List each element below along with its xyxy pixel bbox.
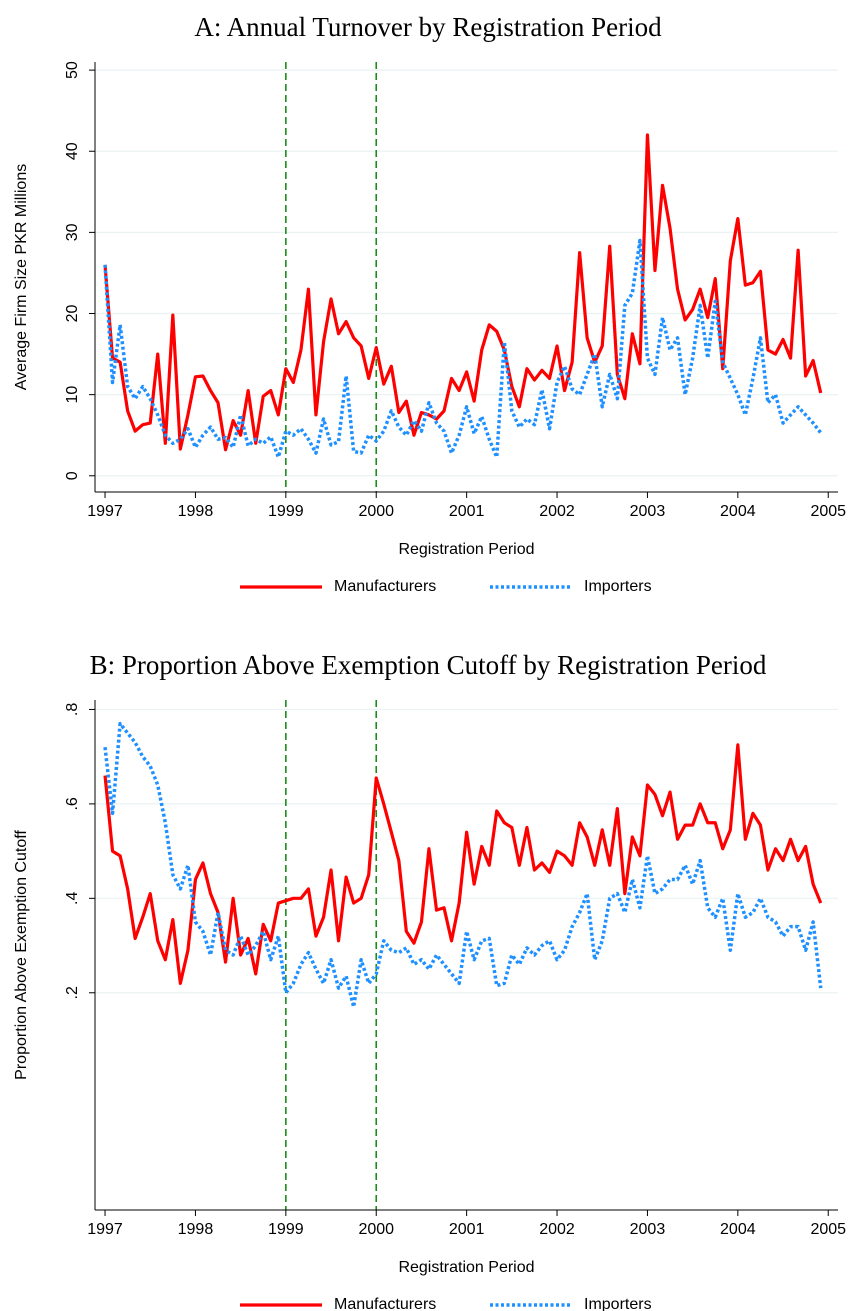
y-tick-label: .2 [64,986,81,999]
x-tick-label: 2003 [630,503,666,520]
x-tick-label: 2000 [358,1221,394,1238]
y-tick-label: 20 [64,305,81,323]
x-axis-title: Registration Period [398,1259,534,1276]
legend-label: Importers [584,1296,652,1311]
x-tick-label: 2003 [630,1221,666,1238]
x-tick-label: 1997 [87,1221,123,1238]
y-tick-label: 0 [64,471,81,480]
y-tick-label: .4 [64,892,81,905]
x-tick-label: 1998 [178,1221,214,1238]
x-tick-label: 2000 [358,503,394,520]
y-tick-label: 30 [64,223,81,241]
x-tick-label: 2002 [539,503,575,520]
y-axis-title: Proportion Above Exemption Cutoff [13,830,30,1080]
x-tick-label: 2004 [720,503,756,520]
y-tick-label: 50 [64,61,81,79]
y-tick-label: 10 [64,386,81,404]
chart-title: B: Proportion Above Exemption Cutoff by … [90,650,767,680]
series-line [103,721,823,1009]
x-tick-label: 1999 [268,503,304,520]
x-tick-label: 1999 [268,1221,304,1238]
series-line [103,133,823,452]
x-axis-title: Registration Period [398,541,534,558]
y-tick-label: .6 [64,797,81,810]
legend-label: Importers [584,578,652,595]
chart-title: A: Annual Turnover by Registration Perio… [194,12,662,42]
legend-label: Manufacturers [334,1296,436,1311]
legend-label: Manufacturers [334,578,436,595]
x-tick-label: 2001 [449,1221,485,1238]
series-line [103,743,823,985]
x-tick-label: 2002 [539,1221,575,1238]
x-tick-label: 2005 [810,503,846,520]
series-line [103,238,823,459]
x-tick-label: 2004 [720,1221,756,1238]
y-tick-label: .8 [64,703,81,716]
x-tick-label: 2005 [810,1221,846,1238]
y-tick-label: 40 [64,142,81,160]
x-tick-label: 2001 [449,503,485,520]
x-tick-label: 1997 [87,503,123,520]
x-tick-label: 1998 [178,503,214,520]
y-axis-title: Average Firm Size PKR Millions [13,164,30,390]
